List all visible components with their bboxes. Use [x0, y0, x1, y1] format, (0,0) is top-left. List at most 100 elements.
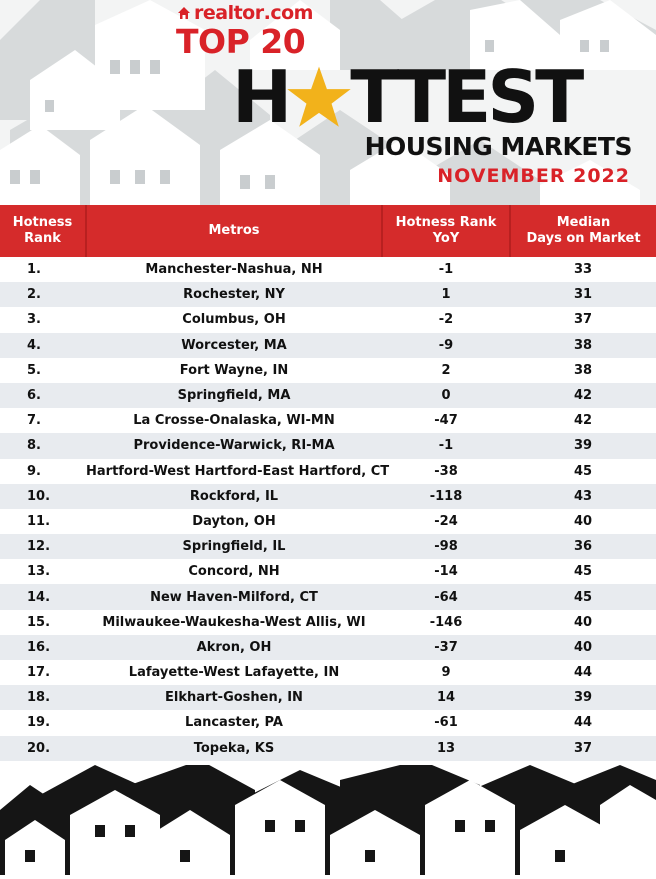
- yoy-cell: -38: [382, 458, 510, 484]
- header-banner: realtor .com TOP 20 H TTEST HOUSING MARKE…: [0, 0, 656, 205]
- header-hotness-rank: Hotness Rank: [0, 205, 87, 257]
- header-days-line2: Days on Market: [526, 231, 641, 246]
- yoy-cell: -9: [382, 332, 510, 358]
- days-cell: 40: [510, 609, 656, 635]
- rank-cell: 8.: [0, 433, 86, 459]
- metro-cell: Rochester, NY: [86, 282, 382, 308]
- table-body: 1. Manchester-Nashua, NH -1 33 2. Rochester, …: [0, 257, 656, 761]
- yoy-cell: -1: [382, 433, 510, 459]
- table-row: 4. Worcester, MA -9 38: [0, 332, 656, 358]
- days-cell: 44: [510, 660, 656, 686]
- table-row: 9. Hartford-West Hartford-East Hartford, …: [0, 458, 656, 484]
- metro-cell: Fort Wayne, IN: [86, 357, 382, 383]
- days-cell: 33: [510, 257, 656, 283]
- yoy-cell: -146: [382, 609, 510, 635]
- rank-cell: 3.: [0, 307, 86, 333]
- table-row: 10. Rockford, IL -118 43: [0, 483, 656, 509]
- report-period: NOVEMBER 2022: [437, 165, 630, 187]
- metro-cell: Lancaster, PA: [86, 710, 382, 736]
- footer-houses-illustration: [0, 760, 656, 875]
- metro-cell: Springfield, MA: [86, 382, 382, 409]
- yoy-cell: 14: [382, 685, 510, 711]
- top-20-label: TOP 20: [176, 22, 306, 61]
- table-row: 1. Manchester-Nashua, NH -1 33: [0, 257, 656, 283]
- header-rank-line2: Rank: [24, 231, 61, 246]
- table-row: 18. Elkhart-Goshen, IN 14 39: [0, 685, 656, 711]
- days-cell: 31: [510, 282, 656, 308]
- yoy-cell: -47: [382, 408, 510, 434]
- table-row: 8. Providence-Warwick, RI-MA -1 39: [0, 433, 656, 459]
- rank-cell: 20.: [0, 735, 86, 761]
- yoy-cell: 0: [382, 382, 510, 409]
- house-icon: [178, 7, 190, 19]
- rank-cell: 10.: [0, 483, 86, 509]
- yoy-cell: 9: [382, 660, 510, 686]
- metro-cell: Dayton, OH: [86, 508, 382, 535]
- days-cell: 40: [510, 634, 656, 660]
- realtor-logo: realtor .com: [177, 2, 313, 24]
- rank-cell: 16.: [0, 634, 86, 660]
- rank-cell: 15.: [0, 609, 86, 635]
- days-cell: 45: [510, 559, 656, 585]
- yoy-cell: -98: [382, 534, 510, 560]
- rank-cell: 5.: [0, 357, 86, 383]
- metro-cell: New Haven-Milford, CT: [86, 584, 382, 610]
- table-row: 12. Springfield, IL -98 36: [0, 534, 656, 560]
- days-cell: 44: [510, 710, 656, 736]
- rank-cell: 12.: [0, 534, 86, 560]
- yoy-cell: -64: [382, 584, 510, 610]
- rank-cell: 4.: [0, 332, 86, 358]
- yoy-cell: -37: [382, 634, 510, 660]
- days-cell: 37: [510, 307, 656, 333]
- header-yoy-line2: YoY: [432, 231, 460, 246]
- metro-cell: Hartford-West Hartford-East Hartford, CT: [86, 458, 389, 484]
- days-cell: 37: [510, 735, 656, 761]
- header-rank-yoy: Hotness Rank YoY: [382, 205, 511, 257]
- table-row: 16. Akron, OH -37 40: [0, 634, 656, 660]
- houses-footer-art: [0, 760, 656, 875]
- rank-cell: 2.: [0, 282, 86, 308]
- table-row: 13. Concord, NH -14 45: [0, 559, 656, 585]
- star-icon: [287, 66, 351, 127]
- brand-suffix: .com: [263, 2, 314, 24]
- yoy-cell: -2: [382, 307, 510, 333]
- header-rank-line1: Hotness: [12, 215, 73, 230]
- header-metro-label: Metros: [208, 223, 260, 238]
- table-row: 5. Fort Wayne, IN 2 38: [0, 357, 656, 383]
- brand-name: realtor: [194, 2, 264, 24]
- table-row: 14. New Haven-Milford, CT -64 45: [0, 584, 656, 610]
- metro-cell: Milwaukee-Waukesha-West Allis, WI: [86, 609, 382, 635]
- table-row: 17. Lafayette-West Lafayette, IN 9 44: [0, 660, 656, 686]
- metro-cell: Akron, OH: [86, 634, 382, 660]
- days-cell: 36: [510, 534, 656, 560]
- title-rest: TTEST: [350, 55, 584, 139]
- rank-cell: 7.: [0, 408, 86, 434]
- table-row: 11. Dayton, OH -24 40: [0, 508, 656, 535]
- rank-cell: 11.: [0, 508, 86, 535]
- rank-cell: 9.: [0, 458, 86, 484]
- rank-cell: 17.: [0, 660, 86, 686]
- yoy-cell: 1: [382, 282, 510, 308]
- rank-cell: 18.: [0, 685, 86, 711]
- table-row: 19. Lancaster, PA -61 44: [0, 710, 656, 736]
- days-cell: 42: [510, 382, 656, 409]
- rank-cell: 1.: [0, 257, 86, 283]
- table-row: 3. Columbus, OH -2 37: [0, 307, 656, 333]
- yoy-cell: -14: [382, 559, 510, 585]
- days-cell: 42: [510, 408, 656, 434]
- yoy-cell: 13: [382, 735, 510, 761]
- table-row: 7. La Crosse-Onalaska, WI-MN -47 42: [0, 408, 656, 434]
- days-cell: 38: [510, 357, 656, 383]
- yoy-cell: -61: [382, 710, 510, 736]
- markets-table: Hotness Rank Metros Hotness Rank YoY Media…: [0, 205, 656, 761]
- metro-cell: Worcester, MA: [86, 332, 382, 358]
- yoy-cell: -118: [382, 483, 510, 509]
- page-subtitle: HOUSING MARKETS: [364, 132, 633, 161]
- table-row: 6. Springfield, MA 0 42: [0, 382, 656, 409]
- metro-cell: Springfield, IL: [86, 534, 382, 560]
- metro-cell: Rockford, IL: [86, 483, 382, 509]
- table-row: 20. Topeka, KS 13 37: [0, 735, 656, 761]
- metro-cell: Elkhart-Goshen, IN: [86, 685, 382, 711]
- metro-cell: Concord, NH: [86, 559, 382, 585]
- header-metros: Metros: [86, 205, 383, 257]
